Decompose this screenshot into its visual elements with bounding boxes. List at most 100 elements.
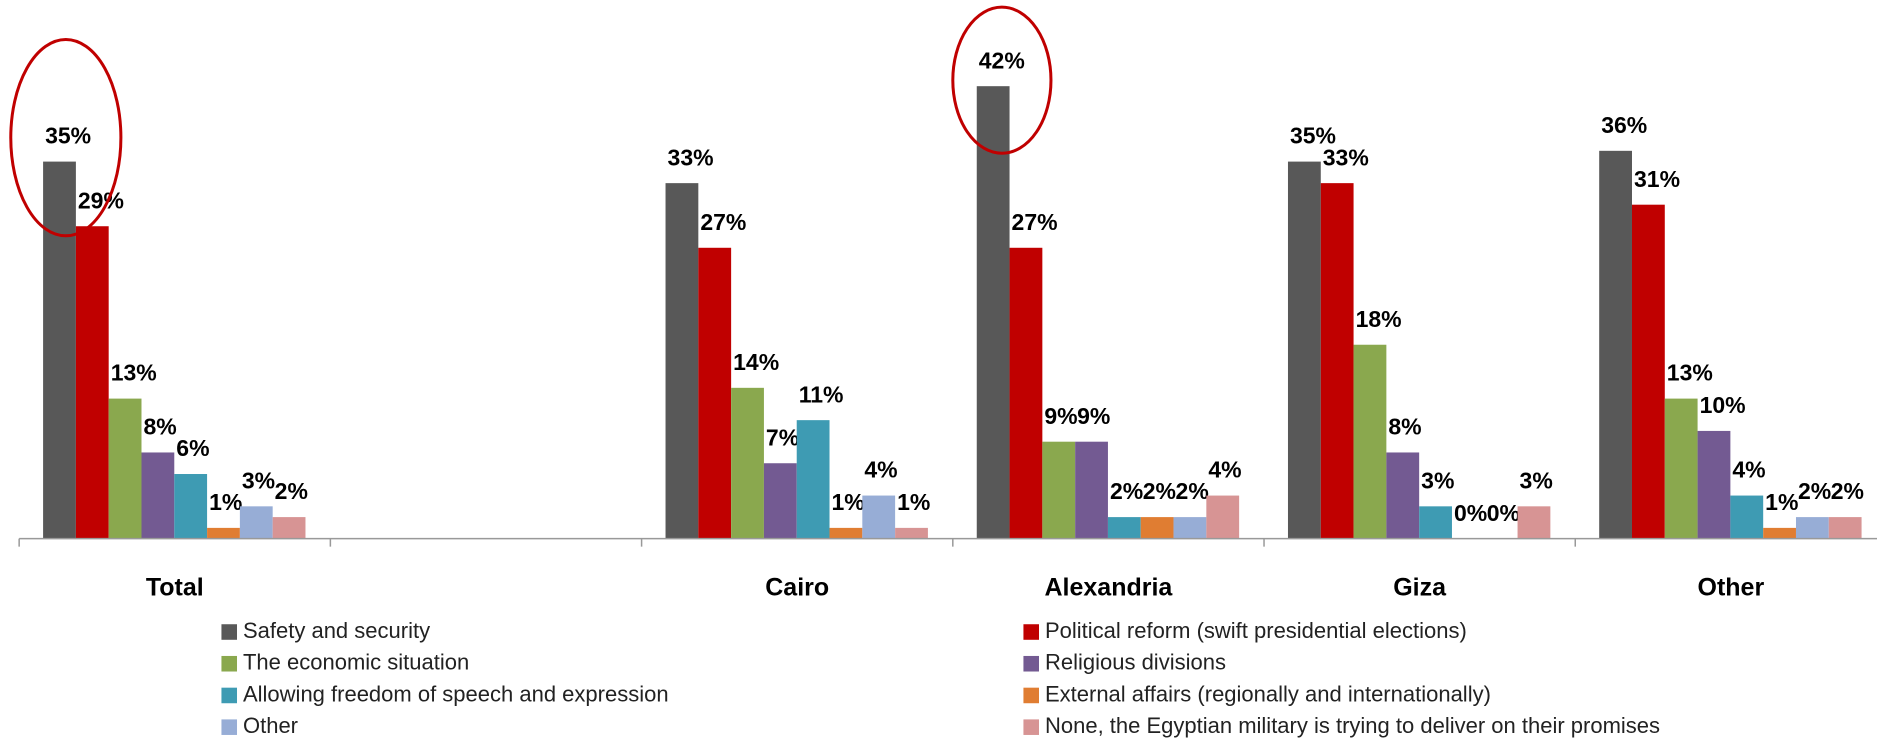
bar — [272, 517, 306, 539]
legend-label: Religious divisions — [1045, 650, 1226, 675]
data-label: 2% — [1798, 478, 1831, 504]
data-label: 0% — [1454, 500, 1487, 526]
data-label: 36% — [1601, 112, 1647, 138]
bar — [1320, 183, 1354, 539]
data-label: 42% — [979, 47, 1025, 73]
bar — [1107, 517, 1141, 539]
data-label: 9% — [1044, 403, 1077, 429]
bar — [1795, 517, 1829, 539]
bar — [1287, 161, 1321, 539]
data-label: 2% — [1143, 478, 1176, 504]
data-label: 8% — [143, 414, 176, 440]
data-label: 8% — [1388, 414, 1421, 440]
legend-label: None, the Egyptian military is trying to… — [1045, 713, 1660, 738]
bar — [862, 495, 896, 539]
data-label: 0% — [1487, 500, 1520, 526]
data-label: 33% — [1323, 144, 1369, 170]
data-label: 7% — [766, 424, 799, 450]
legend-label: Allowing freedom of speech and expressio… — [243, 681, 669, 706]
bar — [1353, 344, 1387, 539]
legend-label: External affairs (regionally and interna… — [1045, 681, 1491, 706]
bar — [796, 420, 830, 539]
bar — [1419, 506, 1452, 539]
x-tick-label: Giza — [1393, 574, 1447, 602]
x-tick-label: Other — [1698, 574, 1765, 602]
bar — [1517, 506, 1551, 539]
legend-swatch — [1023, 655, 1039, 672]
data-label: 1% — [832, 489, 865, 515]
data-label: 27% — [1012, 209, 1058, 235]
data-label: 2% — [275, 478, 308, 504]
bar — [698, 247, 732, 539]
bar — [141, 452, 175, 539]
data-label: 2% — [1176, 478, 1209, 504]
data-label: 35% — [1290, 123, 1336, 149]
data-label: 11% — [799, 381, 844, 407]
legend-swatch — [221, 687, 238, 704]
bar — [1042, 441, 1076, 539]
legend-swatch — [221, 655, 238, 672]
data-label: 4% — [864, 457, 897, 483]
legend-swatch — [1023, 687, 1039, 704]
data-label: 13% — [111, 360, 157, 386]
legend-label: Political reform (swift presidential ele… — [1045, 618, 1467, 643]
legend-swatch — [221, 719, 238, 735]
data-label: 6% — [176, 435, 209, 461]
bar — [1697, 430, 1731, 539]
data-label: 14% — [733, 349, 779, 375]
highlight-circle — [9, 38, 123, 238]
data-label: 4% — [1208, 457, 1241, 483]
bar — [665, 183, 699, 539]
data-label: 3% — [1520, 467, 1553, 493]
bar — [108, 398, 142, 539]
bar — [1075, 441, 1108, 539]
data-label: 3% — [242, 467, 275, 493]
bar — [1140, 517, 1174, 539]
legend-swatch — [1023, 719, 1039, 735]
bar — [1664, 398, 1698, 539]
bar — [1763, 527, 1796, 539]
bar — [1009, 247, 1043, 539]
bar — [731, 387, 764, 539]
legend-swatch — [1023, 624, 1039, 640]
bar — [1173, 517, 1207, 539]
data-label: 2% — [1110, 478, 1143, 504]
data-label: 27% — [700, 209, 746, 235]
bar — [895, 527, 928, 539]
x-tick-label: Cairo — [765, 574, 829, 602]
bar — [1730, 495, 1764, 539]
bar — [75, 226, 109, 539]
bar — [207, 527, 240, 539]
legend-label: Other — [243, 713, 298, 738]
data-label: 33% — [668, 144, 714, 170]
bar — [239, 506, 273, 539]
bar — [1206, 495, 1240, 539]
bar — [1599, 150, 1632, 539]
data-label: 9% — [1077, 403, 1110, 429]
bar — [763, 463, 797, 539]
data-label: 13% — [1667, 360, 1713, 386]
bar — [829, 527, 863, 539]
data-label: 3% — [1421, 467, 1454, 493]
bar — [976, 86, 1010, 539]
bar — [1386, 452, 1420, 539]
legend-label: Safety and security — [243, 618, 430, 643]
bar — [1828, 517, 1862, 539]
data-label: 1% — [897, 489, 930, 515]
x-tick-label: Total — [146, 574, 204, 602]
data-label: 4% — [1732, 457, 1765, 483]
x-tick-label: Alexandria — [1045, 574, 1174, 602]
highlight-circle — [951, 5, 1053, 155]
bar — [1631, 204, 1665, 539]
legend-label: The economic situation — [243, 650, 469, 675]
bar — [43, 161, 76, 539]
data-label: 18% — [1356, 306, 1402, 332]
bar — [174, 474, 208, 539]
data-label: 1% — [1765, 489, 1798, 515]
data-label: 2% — [1831, 478, 1864, 504]
legend-swatch — [221, 624, 238, 640]
data-label: 10% — [1700, 392, 1746, 418]
data-label: 29% — [78, 187, 124, 213]
